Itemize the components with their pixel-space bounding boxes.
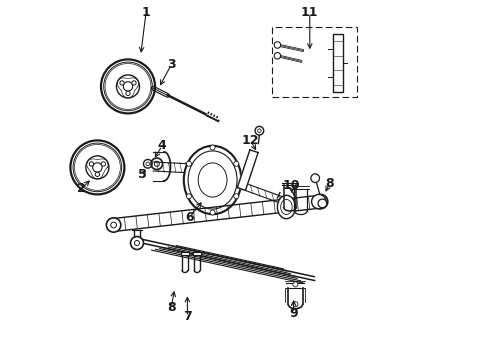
- Circle shape: [106, 218, 121, 232]
- Text: 3: 3: [167, 58, 175, 71]
- Ellipse shape: [277, 195, 295, 219]
- Circle shape: [210, 210, 215, 215]
- Ellipse shape: [184, 146, 242, 214]
- Polygon shape: [237, 150, 258, 190]
- Text: 6: 6: [185, 211, 194, 224]
- Text: 8: 8: [167, 301, 175, 314]
- Text: 5: 5: [138, 168, 147, 181]
- Text: 2: 2: [77, 183, 86, 195]
- Circle shape: [210, 145, 215, 150]
- Circle shape: [318, 199, 327, 208]
- Text: 11: 11: [301, 6, 318, 19]
- Bar: [333, 34, 343, 92]
- Circle shape: [312, 194, 326, 209]
- Text: 12: 12: [242, 134, 259, 147]
- Circle shape: [274, 42, 281, 48]
- Text: 9: 9: [289, 307, 298, 320]
- Circle shape: [293, 282, 298, 287]
- Circle shape: [314, 194, 328, 209]
- Circle shape: [132, 81, 136, 85]
- Circle shape: [130, 237, 144, 249]
- Text: 10: 10: [283, 179, 300, 192]
- Text: 7: 7: [183, 310, 192, 323]
- Text: 1: 1: [142, 6, 150, 19]
- Bar: [193, 252, 201, 255]
- Circle shape: [274, 53, 281, 59]
- Circle shape: [293, 302, 298, 307]
- Circle shape: [234, 161, 239, 166]
- Circle shape: [255, 126, 264, 135]
- Circle shape: [101, 162, 105, 166]
- Text: 4: 4: [158, 139, 167, 152]
- Circle shape: [311, 174, 319, 183]
- Circle shape: [120, 81, 124, 85]
- Bar: [272, 27, 357, 97]
- Circle shape: [126, 91, 130, 95]
- Circle shape: [186, 161, 192, 166]
- Circle shape: [89, 162, 94, 166]
- Text: 8: 8: [325, 177, 334, 190]
- Circle shape: [234, 194, 239, 199]
- Circle shape: [95, 172, 99, 176]
- Bar: [180, 252, 189, 255]
- Circle shape: [186, 194, 192, 199]
